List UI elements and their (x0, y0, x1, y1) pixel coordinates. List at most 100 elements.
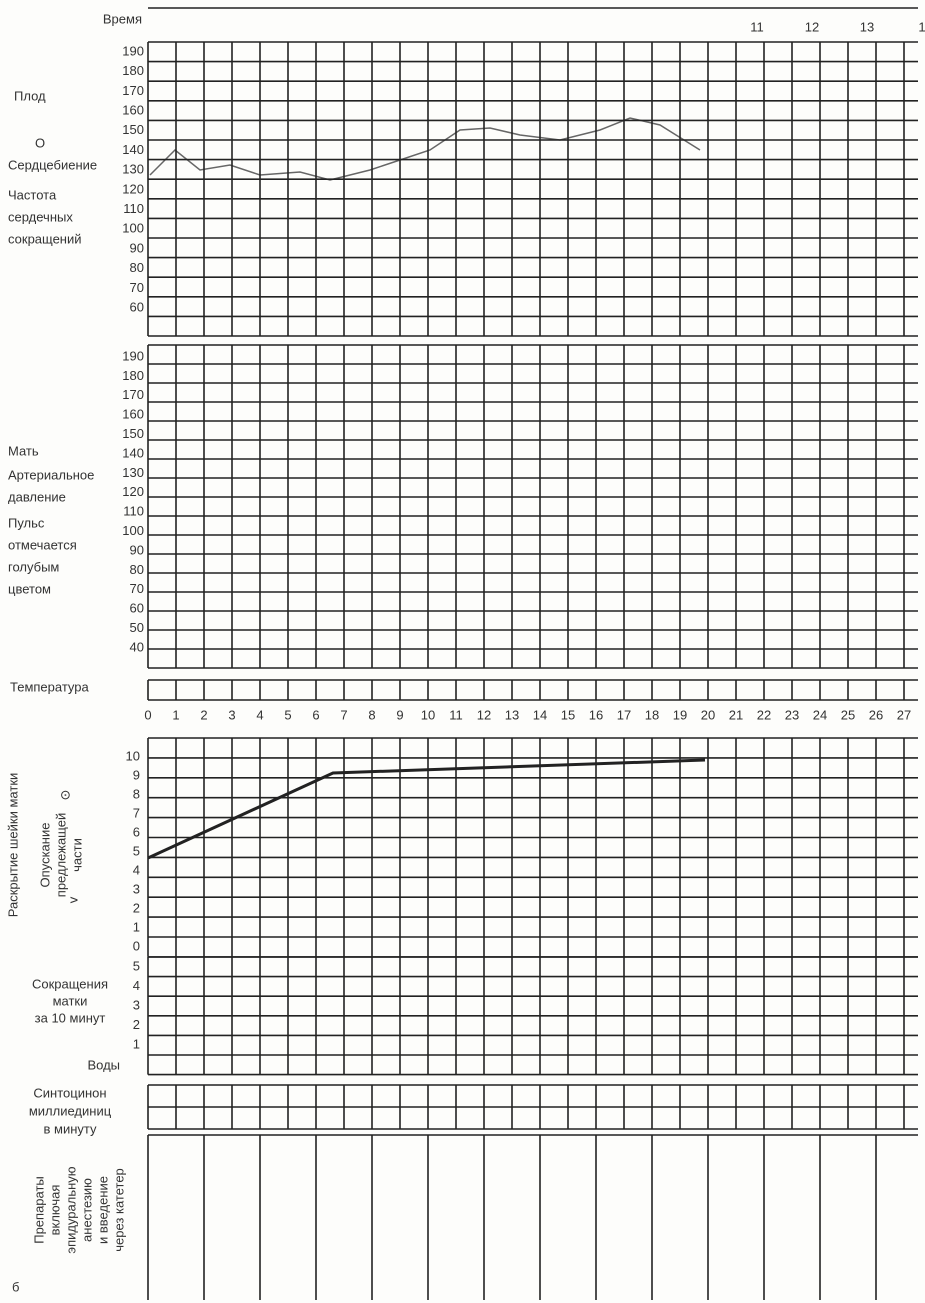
drugs-label: и введение (95, 1176, 110, 1244)
mother-scale: 150 (122, 426, 144, 441)
rate-label: сердечных (8, 209, 73, 224)
hour: 15 (561, 707, 575, 722)
mother-title: Мать (8, 443, 39, 458)
cervix-scale: 8 (133, 786, 140, 801)
descent-label: предлежащей (53, 813, 68, 897)
hour: 25 (841, 707, 855, 722)
fetal-scale: 130 (122, 162, 144, 177)
hour: 2 (200, 707, 207, 722)
fetal-scale: 120 (122, 181, 144, 196)
hour: 3 (228, 707, 235, 722)
fetal-scale: 80 (130, 260, 144, 275)
oxytocin-label: миллиединиц (29, 1103, 112, 1118)
mother-scale: 180 (122, 368, 144, 383)
drugs-label: анестезию (79, 1178, 94, 1242)
hour: 12 (477, 707, 491, 722)
cervix-scale: 4 (133, 862, 140, 877)
mother-scale: 160 (122, 407, 144, 422)
fetal-scale: 180 (122, 63, 144, 78)
cervix-scale: 9 (133, 767, 140, 782)
drugs-label: включая (47, 1185, 62, 1236)
time-label: Время (103, 11, 142, 26)
mother-scale: 110 (123, 504, 144, 519)
hour: 7 (340, 707, 347, 722)
contraction-scale: 5 (133, 958, 140, 973)
mother-scale: 40 (130, 639, 144, 654)
mother-scale: 120 (122, 484, 144, 499)
cervix-scale: 2 (133, 900, 140, 915)
hour: 20 (701, 707, 715, 722)
cervix-scale: 10 (126, 748, 140, 763)
pulse-label: голубым (8, 559, 59, 574)
pulse-label: Пульс (8, 515, 45, 530)
contraction-label: за 10 минут (35, 1010, 106, 1025)
pulse-label: отмечается (8, 537, 77, 552)
mother-scale: 170 (122, 387, 144, 402)
figure-letter: б (12, 1279, 19, 1294)
hour: 6 (312, 707, 319, 722)
fetal-scale: 70 (130, 280, 144, 295)
fetal-scale: 170 (122, 83, 144, 98)
contraction-scale: 4 (133, 978, 140, 993)
drugs-label: через катетер (111, 1168, 126, 1252)
fetal-scale: 110 (123, 201, 144, 216)
cervix-scale: 1 (133, 919, 140, 934)
fetal-scale: 60 (130, 300, 144, 315)
hour: 9 (396, 707, 403, 722)
cervix-scale: 0 (133, 938, 140, 953)
mother-scale: 100 (122, 523, 144, 538)
pulse-label: цветом (8, 581, 51, 596)
mother-scale: 70 (130, 581, 144, 596)
cervix-scale: 7 (133, 805, 140, 820)
contraction-scale: 2 (133, 1017, 140, 1032)
fetal-scale: 160 (122, 103, 144, 118)
fetal-scale: 150 (122, 122, 144, 137)
hour: 5 (284, 707, 291, 722)
hour: 8 (368, 707, 375, 722)
heartbeat-label: Сердцебиение (8, 157, 97, 172)
hour: 21 (729, 707, 743, 722)
mother-scale: 140 (122, 445, 144, 460)
hour: 17 (617, 707, 631, 722)
temperature-label: Температура (10, 679, 90, 694)
hour: 24 (813, 707, 827, 722)
cervix-label: Раскрытие шейки матки (5, 773, 20, 918)
fetal-symbol: О (35, 135, 45, 150)
time-number: 13 (860, 19, 874, 34)
hour: 18 (645, 707, 659, 722)
fetal-scale: 100 (122, 221, 144, 236)
cervix-symbol: ⊙ (57, 790, 72, 801)
hour: 0 (144, 707, 151, 722)
hour: 14 (533, 707, 547, 722)
contraction-label: матки (53, 993, 88, 1008)
hour: 4 (256, 707, 263, 722)
hour: 19 (673, 707, 687, 722)
waters-label: Воды (87, 1057, 120, 1072)
hour: 27 (897, 707, 911, 722)
rate-label: сокращений (8, 231, 82, 246)
drugs-label: Препараты (31, 1176, 46, 1244)
cervix-scale: 3 (133, 881, 140, 896)
descent-symbol: v (65, 896, 80, 903)
cervix-scale: 5 (133, 843, 140, 858)
rate-label: Частота (8, 187, 57, 202)
mother-scale: 50 (130, 620, 144, 635)
pressure-label: Артериальное (8, 467, 94, 482)
hour: 26 (869, 707, 883, 722)
pressure-label: давление (8, 489, 66, 504)
hour: 10 (421, 707, 435, 722)
descent-label: Опускание (37, 823, 52, 888)
time-number: 12 (805, 19, 819, 34)
hour: 23 (785, 707, 799, 722)
contraction-scale: 1 (133, 1036, 140, 1051)
mother-scale: 60 (130, 601, 144, 616)
drugs-label: эпидуральную (63, 1166, 78, 1253)
descent-label: части (69, 838, 84, 872)
time-number: 11 (750, 19, 764, 34)
mother-scale: 80 (130, 562, 144, 577)
fetal-title: Плод (14, 88, 46, 103)
hour: 22 (757, 707, 771, 722)
contraction-label: Сокращения (32, 976, 108, 991)
hour: 11 (449, 707, 463, 722)
hour: 1 (172, 707, 179, 722)
